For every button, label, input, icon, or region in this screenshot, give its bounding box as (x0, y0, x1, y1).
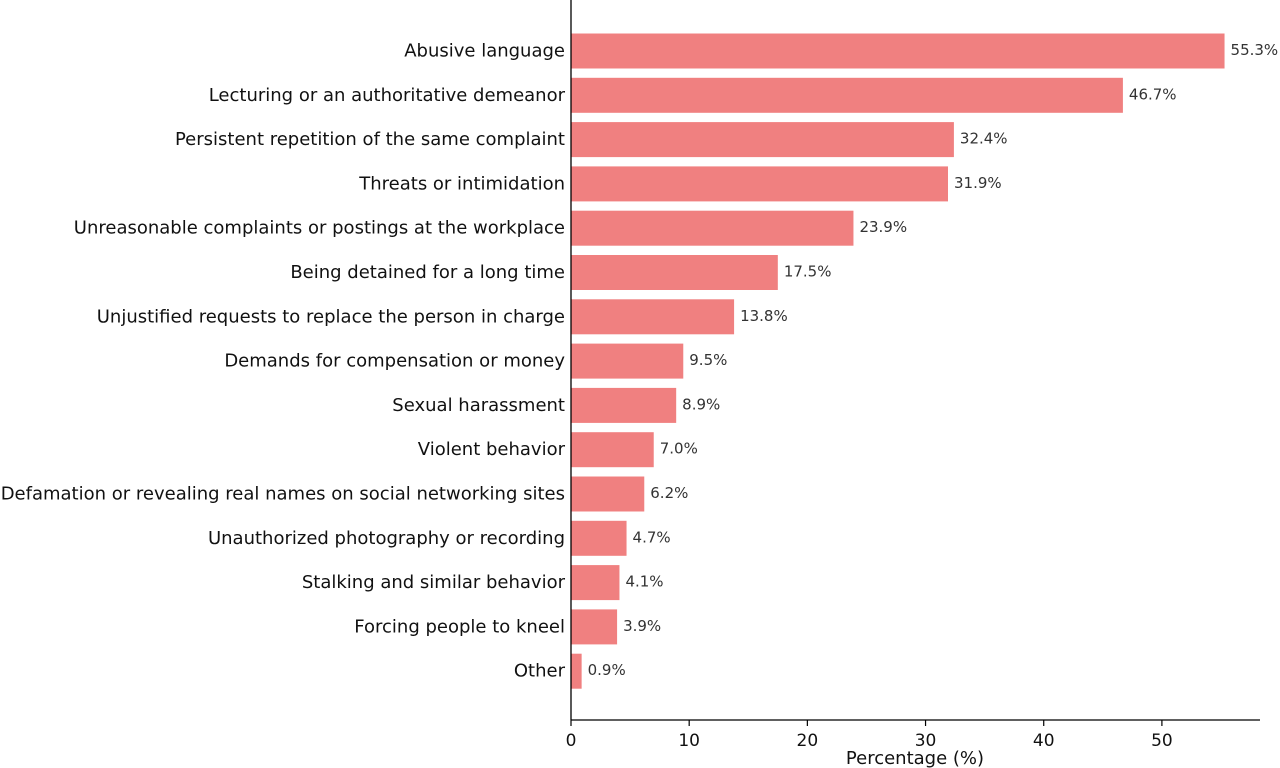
category-label-threats-or-intimidation: Threats or intimidation (358, 173, 565, 194)
category-label-defamation-or-revealing-real-names-on-social-networking-sites: Defamation or revealing real names on so… (1, 484, 565, 505)
category-label-unauthorized-photography-or-recording: Unauthorized photography or recording (208, 528, 565, 549)
category-label-unreasonable-complaints-or-postings-at-the-workplace: Unreasonable complaints or postings at t… (74, 218, 565, 239)
category-labels: Abusive language Lecturing or an authorit… (1, 41, 566, 682)
value-label-other: 0.9% (588, 661, 626, 679)
value-label-defamation-or-revealing-real-names-on-social-networking-sites: 6.2% (650, 484, 688, 502)
category-label-stalking-and-similar-behavior: Stalking and similar behavior (302, 572, 566, 593)
bar-being-detained-for-a-long-time (571, 255, 778, 290)
x-tick-label-10: 10 (678, 731, 700, 751)
bar-lecturing-or-an-authoritative-demeanor (571, 77, 1123, 113)
category-label-violent-behavior: Violent behavior (418, 439, 566, 460)
x-axis-title: Percentage (%) (846, 748, 984, 768)
x-tick-label-0: 0 (566, 731, 577, 751)
category-label-sexual-harassment: Sexual harassment (392, 395, 565, 416)
bar-other (571, 653, 582, 689)
category-label-abusive-language: Abusive language (404, 41, 565, 62)
bar-demands-for-compensation-or-money (571, 343, 684, 379)
bar-unreasonable-complaints-or-postings-at-the-workplace (571, 210, 854, 246)
category-label-lecturing-or-an-authoritative-demeanor: Lecturing or an authoritative demeanor (209, 85, 566, 106)
bar-persistent-repetition-of-the-same-complaint (571, 122, 954, 158)
value-label-threats-or-intimidation: 31.9% (954, 174, 1002, 192)
value-label-unjustified-requests-to-replace-the-person-in-charge: 13.8% (740, 307, 788, 325)
bar-defamation-or-revealing-real-names-on-social-networking-sites (571, 476, 645, 512)
value-label-unreasonable-complaints-or-postings-at-the-workplace: 23.9% (859, 218, 907, 236)
bar-abusive-language (571, 33, 1225, 69)
value-label-lecturing-or-an-authoritative-demeanor: 46.7% (1129, 85, 1177, 103)
value-label-sexual-harassment: 8.9% (682, 395, 720, 413)
axes (570, 0, 1260, 721)
bar-violent-behavior (571, 432, 654, 468)
category-label-unjustified-requests-to-replace-the-person-in-charge: Unjustified requests to replace the pers… (97, 306, 565, 327)
bar-sexual-harassment (571, 387, 677, 423)
value-label-persistent-repetition-of-the-same-complaint: 32.4% (960, 130, 1008, 148)
value-label-violent-behavior: 7.0% (660, 440, 698, 458)
category-label-demands-for-compensation-or-money: Demands for compensation or money (224, 351, 565, 372)
bar-forcing-people-to-kneel (571, 609, 618, 645)
x-tick-label-20: 20 (797, 731, 819, 751)
value-label-unauthorized-photography-or-recording: 4.7% (633, 528, 671, 546)
bars-layer (571, 33, 1225, 689)
value-label-stalking-and-similar-behavior: 4.1% (625, 573, 663, 591)
category-label-persistent-repetition-of-the-same-complaint: Persistent repetition of the same compla… (175, 129, 565, 150)
bar-stalking-and-similar-behavior (571, 565, 620, 601)
bar-unauthorized-photography-or-recording (571, 520, 627, 556)
category-label-being-detained-for-a-long-time: Being detained for a long time (290, 262, 565, 283)
value-label-abusive-language: 55.3% (1231, 41, 1279, 59)
category-label-other: Other (514, 661, 566, 682)
bar-unjustified-requests-to-replace-the-person-in-charge (571, 299, 735, 335)
x-tick-label-40: 40 (1033, 731, 1055, 751)
category-label-forcing-people-to-kneel: Forcing people to kneel (354, 616, 565, 637)
x-tick-label-30: 30 (915, 731, 937, 751)
value-label-being-detained-for-a-long-time: 17.5% (784, 263, 832, 281)
bar-threats-or-intimidation (571, 166, 948, 202)
value-label-demands-for-compensation-or-money: 9.5% (689, 351, 727, 369)
x-tick-label-50: 50 (1151, 731, 1173, 751)
value-label-forcing-people-to-kneel: 3.9% (623, 617, 661, 635)
x-ticks: 0 10 20 30 40 50 (566, 720, 1173, 751)
value-labels: 55.3% 46.7% 32.4% 31.9% 23.9% 17.5% 13.8% 9.5% 8… (588, 41, 1279, 679)
